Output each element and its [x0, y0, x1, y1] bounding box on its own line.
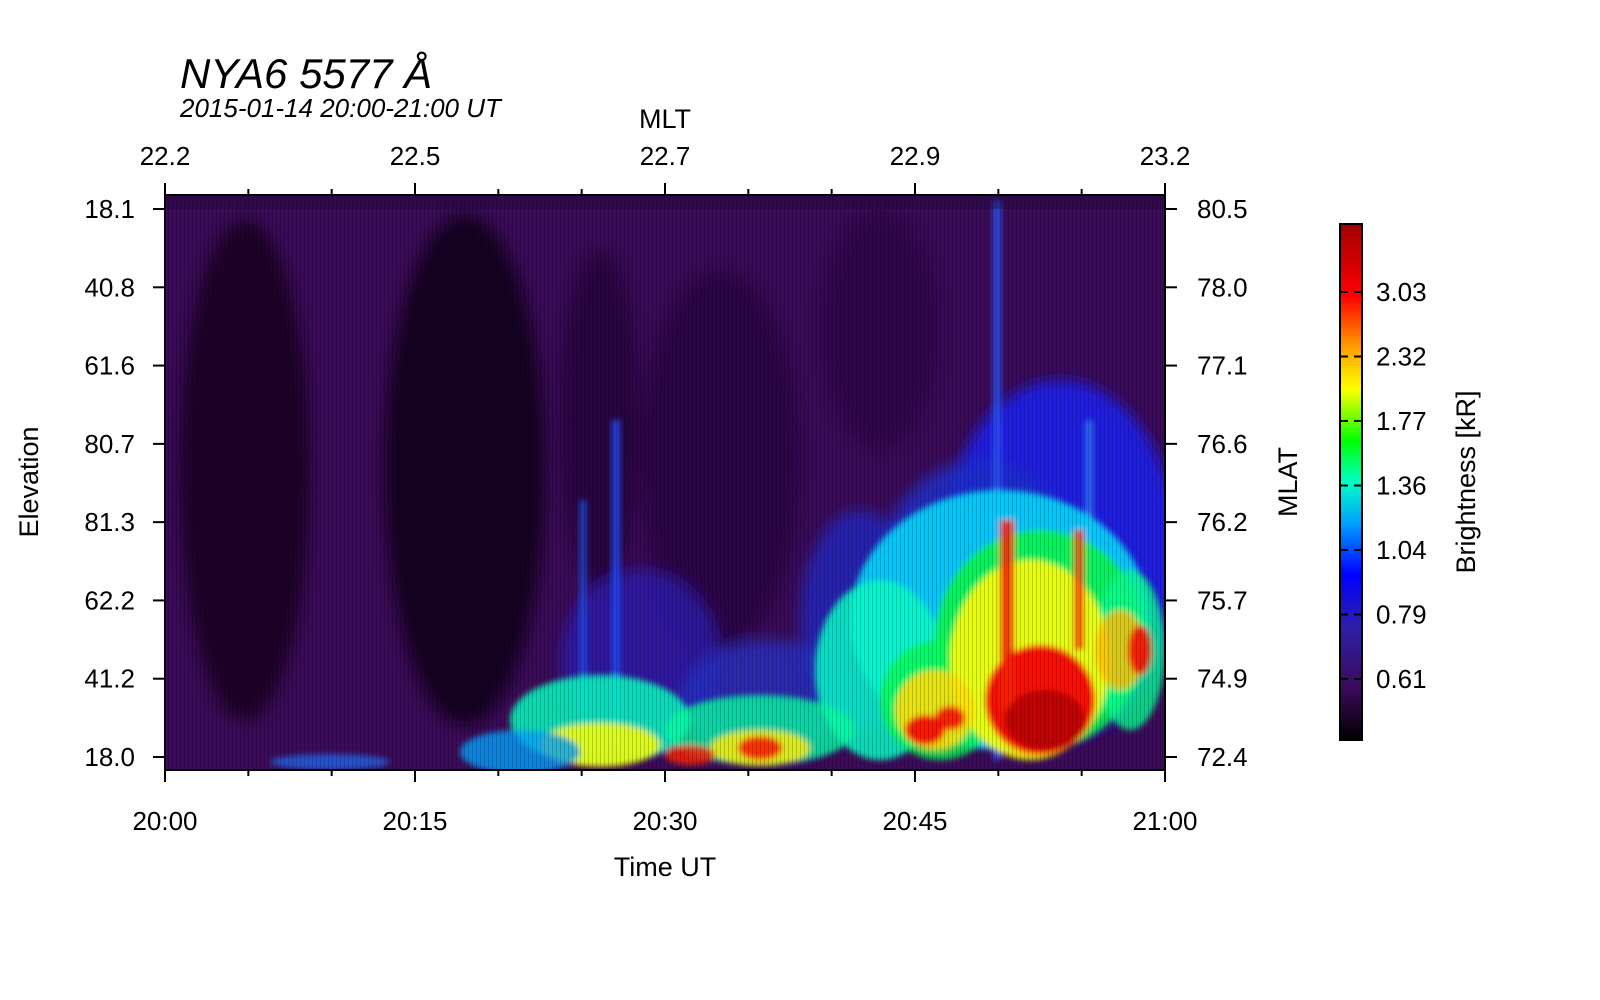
x-top-tick-label: 22.9	[890, 141, 941, 171]
colorbar-tick-label: 0.79	[1376, 600, 1427, 630]
x-tick-label: 21:00	[1132, 806, 1197, 836]
y-tick-label: 61.6	[84, 351, 135, 381]
y-right-tick-label: 72.4	[1197, 742, 1248, 772]
plot-axes: 20:00 22.2 20:15 22.5 20:30 22.7 20:45 22.9 21:0…	[84, 141, 1247, 836]
colorbar-tick-label: 3.03	[1376, 277, 1427, 307]
x-tick-label: 20:00	[132, 806, 197, 836]
y-right-axis-label: MLAT	[1273, 447, 1303, 517]
y-right-tick-label: 80.5	[1197, 194, 1248, 224]
x-tick-label: 20:45	[882, 806, 947, 836]
colorbar-tick-label: 1.04	[1376, 535, 1427, 565]
x-top-tick-label: 22.2	[140, 141, 191, 171]
y-right-tick-label: 74.9	[1197, 664, 1248, 694]
colorbar-tick-label: 1.77	[1376, 406, 1427, 436]
x-tick-label: 20:15	[382, 806, 447, 836]
colorbar-tick-label: 0.61	[1376, 664, 1427, 694]
x-top-tick-label: 22.5	[390, 141, 441, 171]
y-right-tick-label: 78.0	[1197, 272, 1248, 302]
colorbar-gradient	[1339, 223, 1363, 741]
x-top-tick-label: 22.7	[640, 141, 691, 171]
x-top-tick-label: 23.2	[1140, 141, 1191, 171]
colorbar-tick-label: 1.36	[1376, 471, 1427, 501]
y-tick-label: 18.0	[84, 742, 135, 772]
y-right-tick-label: 75.7	[1197, 585, 1248, 615]
colorbar: 3.03 2.32 1.77 1.36 1.04 0.79 0.61 Brightness …	[1339, 223, 1481, 741]
y-right-tick-label: 76.6	[1197, 429, 1248, 459]
y-right-tick-label: 76.2	[1197, 507, 1248, 537]
x-top-axis-label: MLT	[639, 104, 691, 134]
y-right-tick-label: 77.1	[1197, 351, 1248, 381]
y-tick-label: 62.2	[84, 585, 135, 615]
y-axis-label: Elevation	[14, 426, 44, 537]
y-tick-label: 18.1	[84, 194, 135, 224]
y-tick-label: 80.7	[84, 429, 135, 459]
y-tick-label: 40.8	[84, 272, 135, 302]
chart-title: NYA6 5577 Å	[180, 50, 432, 97]
heatmap-plot	[165, 195, 1165, 770]
x-axis-label: Time UT	[614, 852, 717, 882]
y-tick-label: 41.2	[84, 664, 135, 694]
chart-subtitle: 2015-01-14 20:00-21:00 UT	[179, 93, 503, 123]
x-tick-label: 20:30	[632, 806, 697, 836]
colorbar-tick-label: 2.32	[1376, 342, 1427, 372]
y-tick-label: 81.3	[84, 507, 135, 537]
colorbar-label: Brightness [kR]	[1451, 390, 1481, 573]
